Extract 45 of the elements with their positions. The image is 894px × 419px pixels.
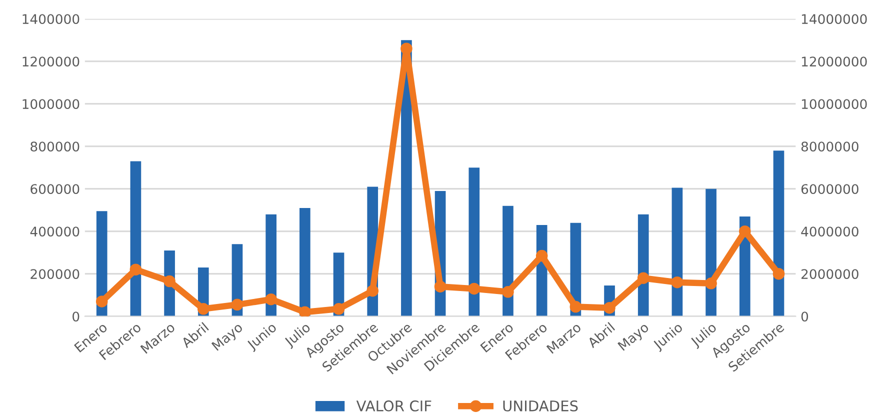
- point: [231, 298, 244, 311]
- y2-tick-label: 8000000: [801, 142, 858, 152]
- bar: [300, 208, 310, 316]
- y2-tick-label: 2000000: [801, 269, 858, 280]
- y2-tick-label: 10000000: [802, 99, 867, 110]
- point: [570, 300, 582, 313]
- y-tick-label: 0: [72, 312, 80, 322]
- y-tick-label: 1000000: [22, 99, 80, 110]
- point: [400, 42, 412, 55]
- point: [332, 303, 345, 315]
- y-tick-label: 600000: [30, 184, 80, 194]
- point: [265, 293, 277, 306]
- point: [366, 284, 379, 297]
- point: [502, 286, 514, 298]
- legend-label: UNIDADES: [503, 400, 578, 412]
- point: [536, 250, 548, 262]
- y-tick-label: 800000: [30, 142, 80, 152]
- point: [299, 306, 311, 316]
- y2-tick-label: 12000000: [802, 56, 867, 67]
- bar: [502, 206, 514, 316]
- y-tick-label: 200000: [30, 269, 80, 280]
- point: [772, 268, 785, 280]
- point: [468, 282, 480, 295]
- point: [96, 296, 108, 308]
- y2-tick-label: 6000000: [801, 184, 858, 194]
- bar: [130, 161, 142, 316]
- bar: [706, 188, 716, 316]
- y-tick-label: 1200000: [22, 56, 80, 67]
- y2-tick-label: 0: [801, 312, 808, 322]
- point: [197, 303, 210, 315]
- y2-tick-label: 14000000: [802, 14, 867, 24]
- legend-label: VALOR CIF: [356, 400, 432, 412]
- point: [738, 225, 751, 238]
- y-tick-label: 1400000: [22, 14, 80, 24]
- point: [671, 276, 684, 288]
- y2-tick-label: 4000000: [801, 226, 858, 237]
- bar: [773, 150, 784, 316]
- y-tick-label: 400000: [30, 226, 80, 237]
- point: [705, 278, 717, 290]
- point: [164, 275, 176, 288]
- point: [434, 280, 446, 292]
- point: [130, 264, 142, 276]
- bar: [468, 168, 480, 316]
- point: [604, 302, 616, 314]
- point: [637, 272, 650, 284]
